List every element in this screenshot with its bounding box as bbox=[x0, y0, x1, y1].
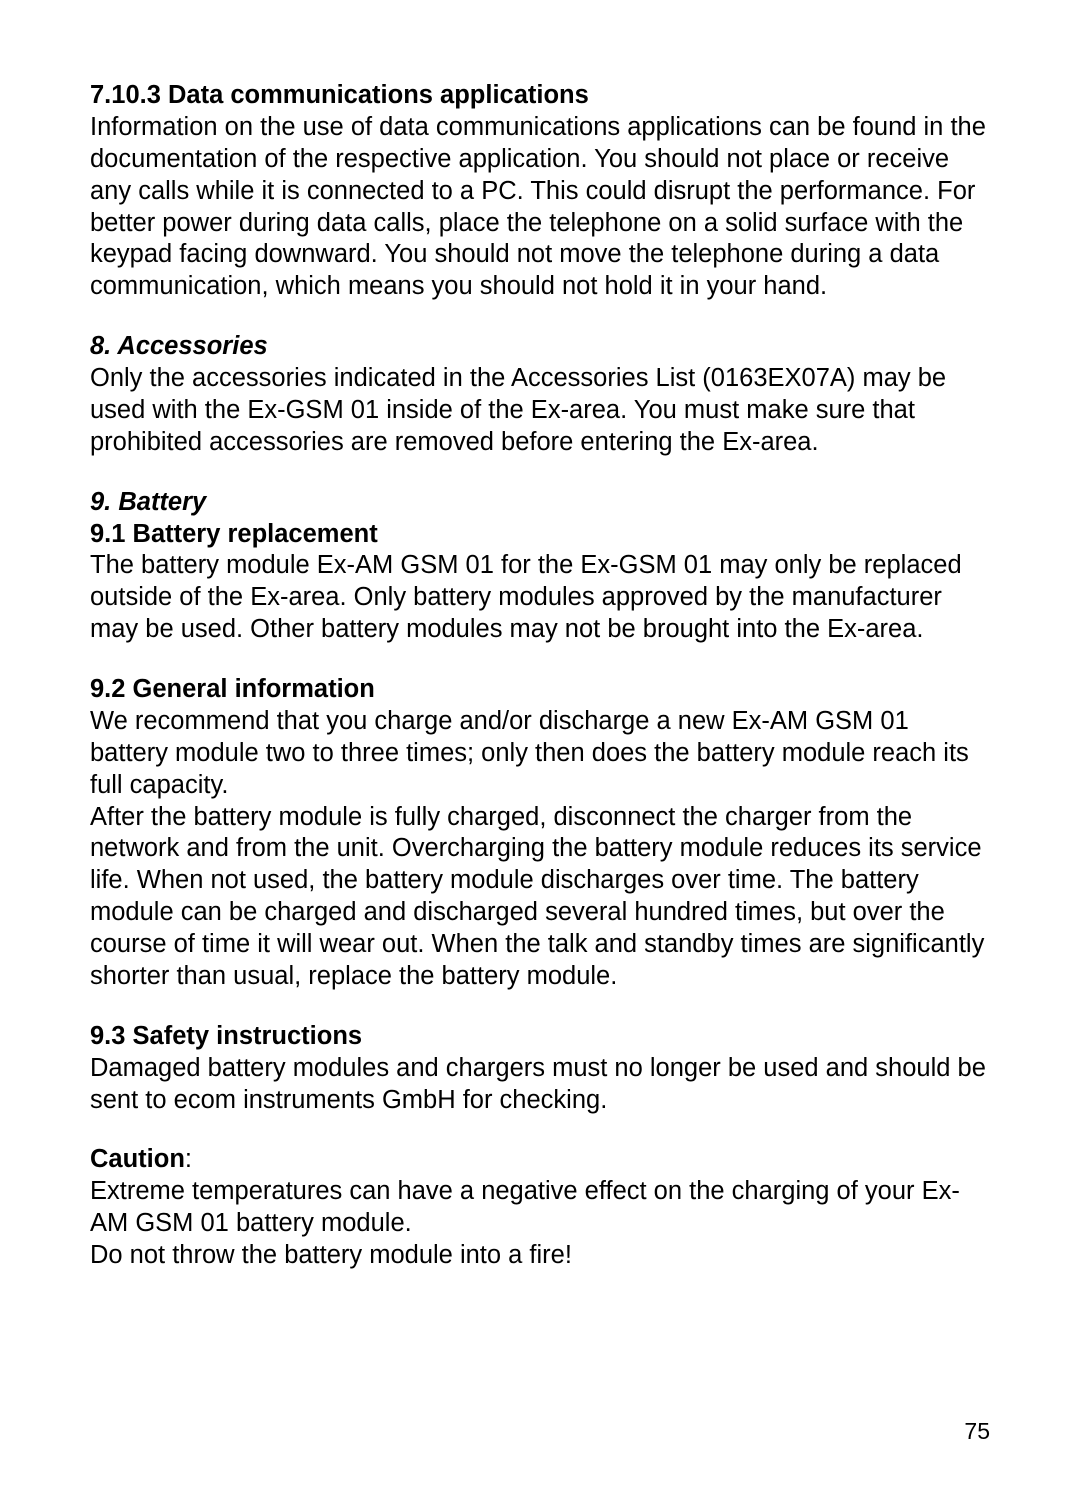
caution-block: Caution: Extreme temperatures can have a… bbox=[90, 1144, 990, 1272]
section-9-3: 9.3 Safety instructions Damaged battery … bbox=[90, 1021, 990, 1117]
document-page: 7.10.3 Data communications applications … bbox=[0, 0, 1080, 1340]
section-9-2: 9.2 General information We recommend tha… bbox=[90, 674, 990, 993]
caution-colon: : bbox=[185, 1145, 192, 1173]
caution-label: Caution bbox=[90, 1145, 185, 1173]
body-9-3: Damaged battery modules and chargers mus… bbox=[90, 1053, 990, 1117]
caution-heading: Caution: bbox=[90, 1144, 990, 1176]
body-9-1: The battery module Ex-AM GSM 01 for the … bbox=[90, 550, 990, 646]
section-9: 9. Battery 9.1 Battery replacement The b… bbox=[90, 487, 990, 646]
body-8: Only the accessories indicated in the Ac… bbox=[90, 363, 990, 459]
heading-9: 9. Battery bbox=[90, 487, 990, 519]
body-7-10-3: Information on the use of data communica… bbox=[90, 112, 990, 303]
section-8: 8. Accessories Only the accessories indi… bbox=[90, 331, 990, 459]
body-9-2-p2: After the battery module is fully charge… bbox=[90, 802, 990, 993]
heading-9-3: 9.3 Safety instructions bbox=[90, 1021, 990, 1053]
heading-7-10-3: 7.10.3 Data communications applications bbox=[90, 80, 990, 112]
caution-body-1: Extreme temperatures can have a negative… bbox=[90, 1176, 990, 1240]
body-9-2-p1: We recommend that you charge and/or disc… bbox=[90, 706, 990, 802]
caution-body-2: Do not throw the battery module into a f… bbox=[90, 1240, 990, 1272]
heading-8: 8. Accessories bbox=[90, 331, 990, 363]
heading-9-2: 9.2 General information bbox=[90, 674, 990, 706]
heading-9-1: 9.1 Battery replacement bbox=[90, 519, 990, 551]
page-number: 75 bbox=[964, 1418, 990, 1445]
section-7-10-3: 7.10.3 Data communications applications … bbox=[90, 80, 990, 303]
